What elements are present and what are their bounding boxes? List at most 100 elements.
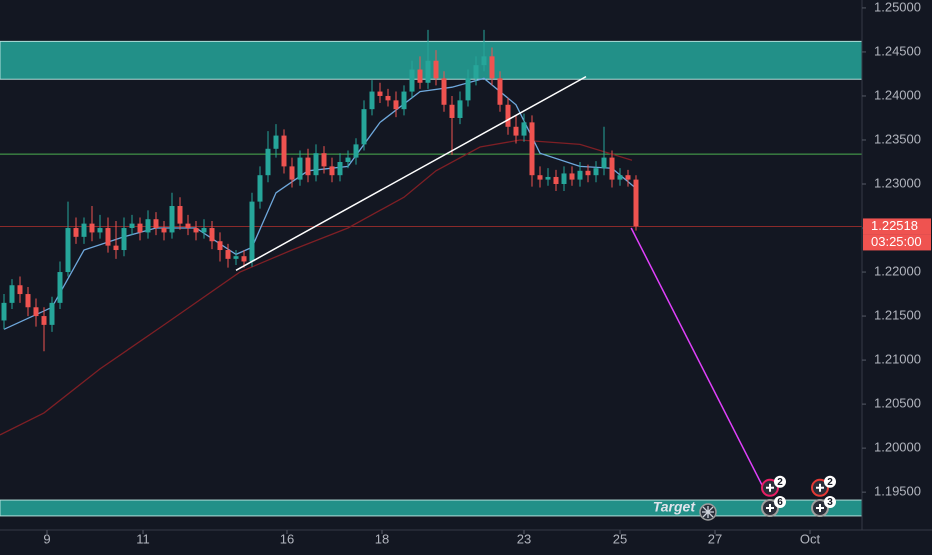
event-count: 2 — [827, 477, 833, 488]
candle-body — [17, 285, 23, 295]
candle-body — [241, 256, 247, 262]
candle-body — [281, 135, 287, 167]
candle-body — [305, 157, 311, 176]
event-icon[interactable]: 3 — [811, 495, 836, 517]
candle-body — [249, 201, 255, 262]
moving-average[interactable] — [0, 139, 633, 436]
y-tick-label: 1.23000 — [874, 175, 921, 190]
event-symbol — [816, 503, 824, 512]
y-tick-label: 1.20500 — [874, 396, 921, 411]
y-tick-label: 1.25000 — [874, 0, 921, 14]
candle-body — [481, 56, 487, 66]
y-tick-label: 1.24500 — [874, 43, 921, 58]
candle-body — [361, 109, 367, 145]
zone[interactable] — [0, 499, 863, 517]
countdown-tag — [863, 234, 931, 251]
trend-line[interactable] — [235, 75, 587, 271]
last-price-label: 1.22518 — [871, 218, 918, 233]
candle-body — [393, 100, 399, 110]
candle-body — [169, 206, 175, 233]
x-tick-label: Oct — [800, 531, 821, 546]
candle-body — [153, 219, 159, 229]
candle-body — [521, 122, 527, 136]
candle-body — [289, 166, 295, 180]
candle-body — [593, 168, 599, 176]
candle-body — [89, 223, 95, 233]
uk-event-icon[interactable] — [699, 503, 717, 521]
event-icon[interactable]: 2 — [761, 475, 786, 497]
candle-body — [585, 170, 591, 176]
candle-body — [49, 302, 55, 325]
candle-body — [265, 148, 271, 176]
candle-body — [41, 316, 47, 325]
candle-body — [433, 60, 439, 79]
trend-line[interactable] — [630, 227, 767, 493]
candle-body — [369, 91, 375, 110]
event-count: 6 — [777, 497, 783, 508]
y-tick-label: 1.21000 — [874, 352, 921, 367]
candle-body — [353, 144, 359, 158]
candle-body — [417, 69, 423, 83]
candle-body — [401, 91, 407, 110]
y-tick-label: 1.22000 — [874, 263, 921, 278]
candle-body — [513, 126, 519, 136]
candle-body — [81, 223, 87, 237]
candle-body — [9, 285, 15, 303]
candle-body — [225, 250, 231, 259]
candle-body — [473, 65, 479, 79]
candle-body — [569, 173, 575, 180]
last-price-tag — [863, 218, 931, 235]
candle-body — [97, 228, 103, 233]
candle-body — [337, 161, 343, 176]
candle-body — [273, 135, 279, 149]
candle-body — [545, 176, 551, 180]
y-tick-label: 1.23500 — [874, 131, 921, 146]
plot-area — [0, 29, 863, 517]
x-tick-label: 27 — [708, 531, 722, 546]
candle-body — [65, 228, 71, 273]
x-tick-label: 16 — [280, 531, 294, 546]
y-tick-label: 1.24000 — [874, 87, 921, 102]
event-count: 2 — [777, 477, 783, 488]
candle-body — [121, 228, 127, 251]
candle-body — [617, 175, 623, 180]
candle-body — [577, 170, 583, 180]
candle-body — [233, 256, 239, 259]
candle-body — [497, 78, 503, 105]
candle-body — [313, 153, 319, 176]
event-badge — [774, 475, 786, 488]
candle-body — [73, 228, 79, 237]
candle-body — [137, 223, 143, 233]
event-badge — [774, 495, 786, 508]
moving-average[interactable] — [3, 77, 637, 330]
candle-body — [609, 157, 615, 180]
y-tick-label: 1.19500 — [874, 484, 921, 499]
candle-body — [625, 175, 631, 180]
candle-body — [321, 153, 327, 167]
annotation: Target — [653, 499, 697, 515]
x-tick-label: 23 — [517, 531, 531, 546]
candle-body — [185, 223, 191, 229]
candle-body — [345, 157, 351, 162]
event-icon[interactable]: 6 — [761, 495, 786, 517]
countdown: 03:25:00 — [871, 234, 922, 249]
candle-body — [161, 228, 167, 233]
event-icon[interactable]: 2 — [811, 475, 836, 497]
candle-body — [25, 294, 31, 308]
candle-body — [489, 56, 495, 79]
candle-body — [105, 228, 111, 246]
y-tick-label: 1.21500 — [874, 308, 921, 323]
candle-body — [529, 122, 535, 176]
candle-body — [409, 69, 415, 92]
candle-body — [1, 302, 7, 321]
candle-body — [385, 95, 391, 101]
x-tick-label: 25 — [613, 531, 627, 546]
x-tick-label: 18 — [375, 531, 389, 546]
event-symbol — [766, 483, 774, 492]
zone[interactable] — [0, 40, 863, 80]
candle-body — [377, 91, 383, 96]
candle-body — [33, 307, 39, 317]
candle-body — [57, 272, 63, 303]
candle-body — [201, 228, 207, 233]
candle-body — [505, 104, 511, 127]
